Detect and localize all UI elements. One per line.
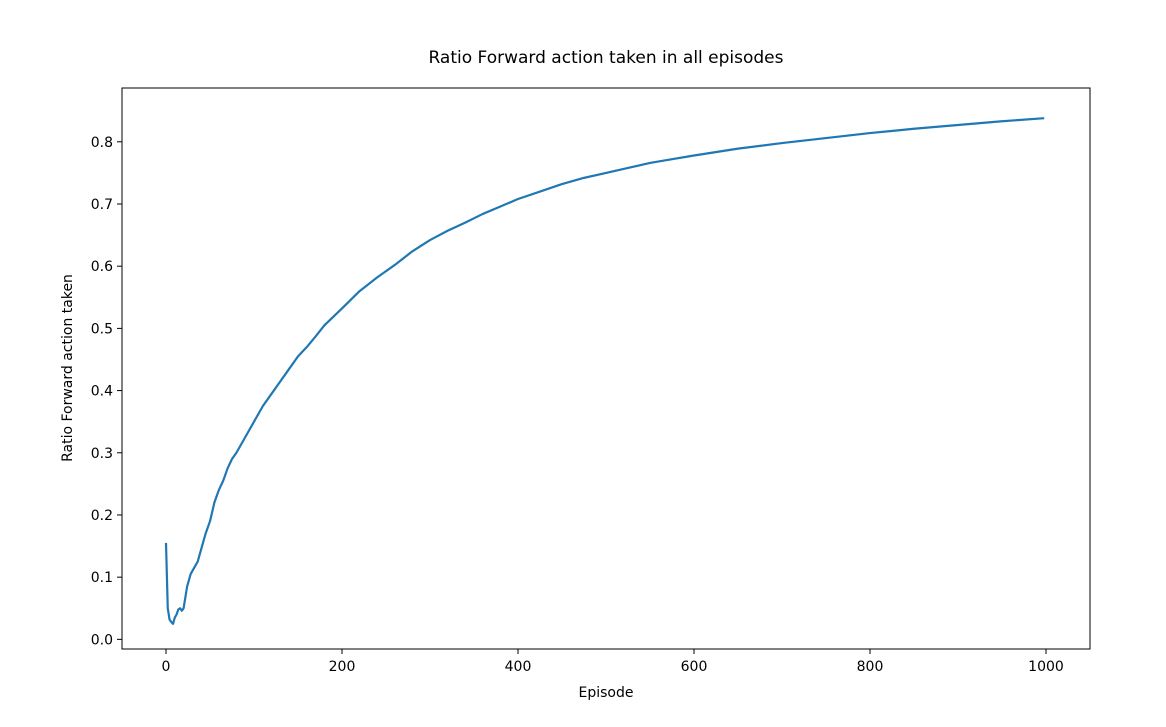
series-line bbox=[164, 117, 1045, 625]
plot-area bbox=[122, 88, 1090, 649]
y-tick-label: 0.7 bbox=[91, 197, 113, 213]
y-tick-label: 0.6 bbox=[91, 259, 113, 275]
x-axis-ticks: 0 200 400 600 800 1000 bbox=[162, 649, 1064, 675]
y-tick-label: 0.2 bbox=[91, 508, 113, 524]
y-tick-label: 0.1 bbox=[91, 570, 113, 586]
y-axis-ticks: 0.0 0.1 0.2 0.3 0.4 0.5 0.6 0.7 0.8 bbox=[91, 135, 122, 648]
x-axis-label: Episode bbox=[579, 685, 634, 701]
y-tick-label: 0.3 bbox=[91, 446, 113, 462]
plot-frame bbox=[121, 87, 1091, 650]
x-tick-label: 800 bbox=[857, 659, 884, 675]
y-tick-label: 0.4 bbox=[91, 384, 113, 400]
x-tick-label: 400 bbox=[505, 659, 532, 675]
x-tick-label: 0 bbox=[162, 659, 171, 675]
x-tick-label: 1000 bbox=[1028, 659, 1064, 675]
y-tick-label: 0.8 bbox=[91, 135, 113, 151]
x-tick-label: 600 bbox=[681, 659, 708, 675]
y-tick-label: 0.5 bbox=[91, 321, 113, 337]
y-tick-label: 0.0 bbox=[91, 632, 113, 648]
y-axis-label: Ratio Forward action taken bbox=[60, 274, 76, 462]
x-tick-label: 200 bbox=[329, 659, 356, 675]
chart-title: Ratio Forward action taken in all episod… bbox=[428, 48, 783, 68]
